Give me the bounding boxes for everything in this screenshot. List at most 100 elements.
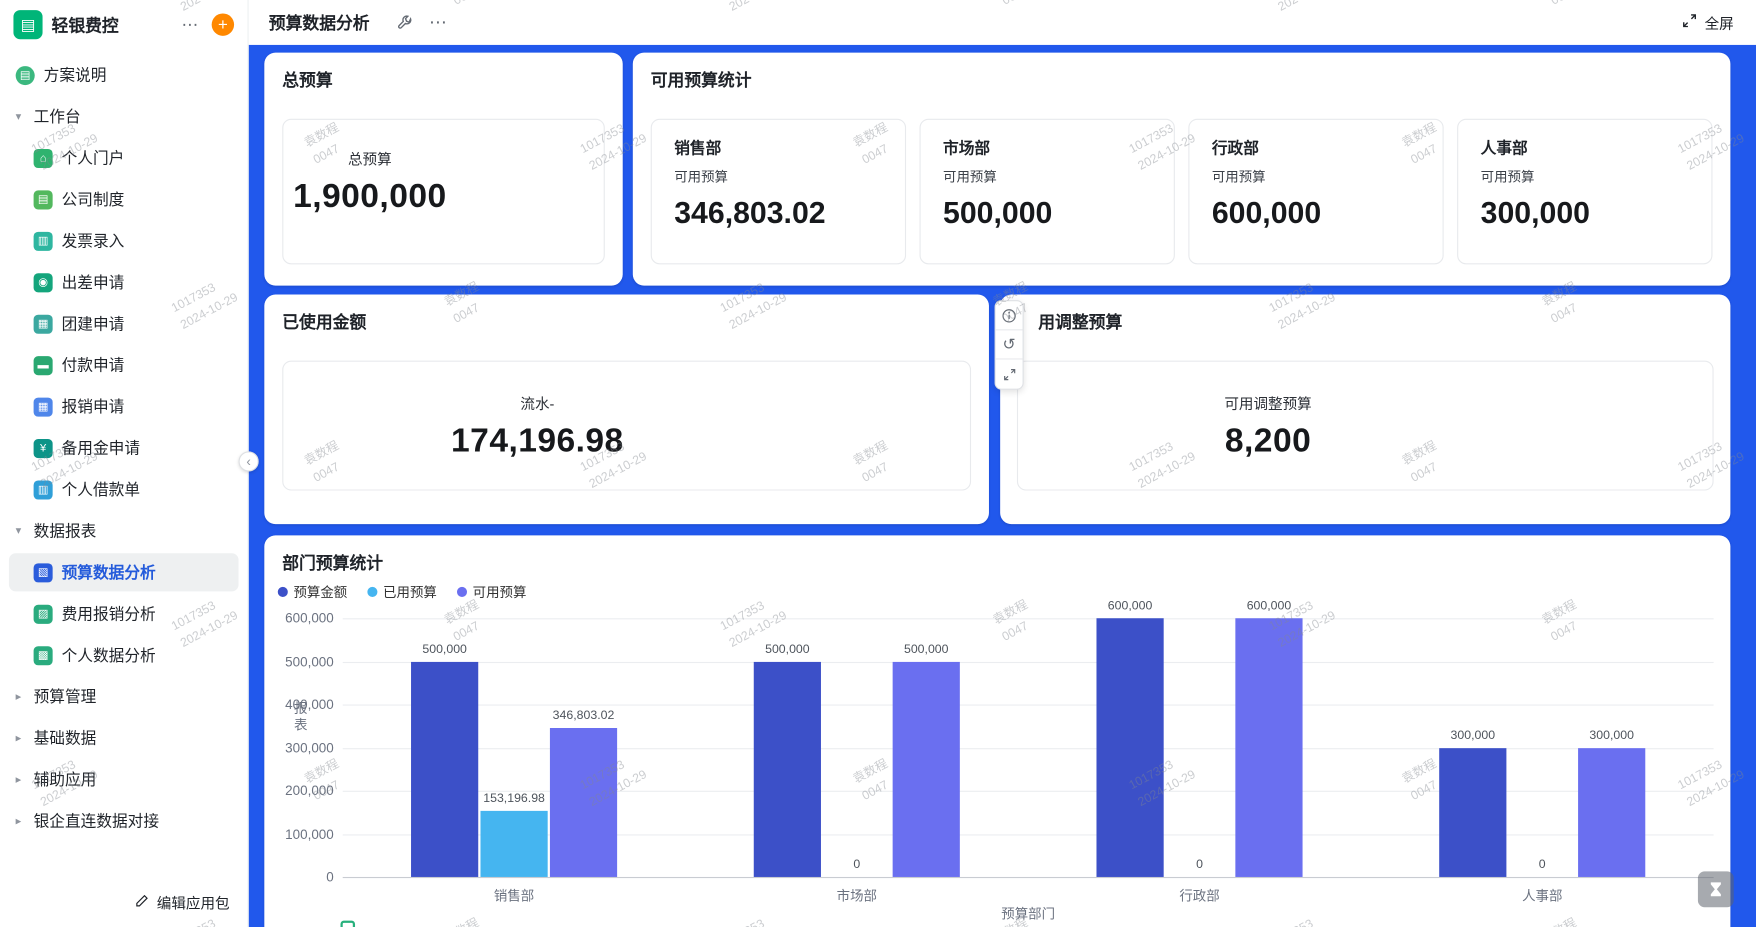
- x-category-label: 销售部: [493, 888, 535, 904]
- dept-name: 销售部: [674, 138, 722, 157]
- sidebar-item-label: 备用金申请: [61, 439, 140, 457]
- personal-analysis-icon: ▩: [33, 645, 53, 665]
- app-logo-icon: ▤: [13, 10, 43, 40]
- sidebar-item-label: 银企直连数据对接: [33, 812, 160, 830]
- fullscreen-label: 全屏: [1704, 15, 1734, 32]
- sidebar-item-label: 付款申请: [61, 356, 125, 375]
- legend-item[interactable]: 已用预算: [367, 582, 437, 601]
- sidebar-item-6[interactable]: ◉ 出差申请: [9, 263, 239, 301]
- bar-available-budget[interactable]: 300,000: [1578, 729, 1646, 877]
- bar-value-label: 500,000: [765, 642, 810, 656]
- sidebar-item-label: 出差申请: [61, 273, 125, 292]
- sidebar-item-label: 个人门户: [61, 148, 125, 167]
- sidebar-item-2[interactable]: ▾ 工作台: [9, 97, 239, 135]
- stat-label: 可用预算: [1480, 169, 1535, 185]
- sidebar-item-17[interactable]: ▸ 基础数据: [9, 719, 239, 757]
- bar-budget-amount[interactable]: 600,000: [1096, 599, 1164, 877]
- invoice-icon: ▥: [33, 231, 53, 251]
- sidebar-more-icon[interactable]: ⋯: [181, 15, 199, 35]
- sidebar-item-label: 团建申请: [61, 314, 125, 333]
- dashboard-content: 总预算 总预算 1,900,000 可用预算统计 销售部 可用预算 346,803.…: [248, 44, 1756, 927]
- bar-available-budget[interactable]: 346,803.02: [549, 708, 618, 877]
- hourglass-icon: [1710, 882, 1721, 897]
- sidebar-item-3[interactable]: ⌂ 个人门户: [9, 139, 239, 177]
- sidebar-item-label: 数据报表: [33, 521, 97, 540]
- sidebar-item-4[interactable]: ▤ 公司制度: [9, 180, 239, 218]
- sidebar-item-14[interactable]: ▨ 费用报销分析: [9, 595, 239, 633]
- stat-value: 8,200: [1224, 422, 1312, 460]
- sidebar-item-12[interactable]: ▾ 数据报表: [9, 512, 239, 550]
- sidebar-item-8[interactable]: ▬ 付款申请: [9, 346, 239, 384]
- bar-budget-amount[interactable]: 300,000: [1439, 729, 1507, 877]
- x-category-label: 行政部: [1179, 888, 1220, 904]
- y-tick-label: 0: [326, 869, 334, 885]
- sidebar-item-10[interactable]: ¥ 备用金申请: [9, 429, 239, 467]
- legend-item[interactable]: 可用预算: [456, 582, 526, 601]
- edit-app-package-label: 编辑应用包: [156, 894, 230, 912]
- x-category-label: 人事部: [1522, 888, 1563, 904]
- stat-block: 总预算 1,900,000: [293, 148, 447, 216]
- stat-label: 可用预算: [943, 169, 997, 185]
- used-amount-card: 已使用金额 流水- 174,196.98: [264, 294, 989, 525]
- sidebar-item-19[interactable]: ▸ 银企直连数据对接: [9, 802, 239, 840]
- partial-control[interactable]: [340, 920, 356, 927]
- sidebar-item-label: 发票录入: [61, 231, 125, 250]
- x-axis-categories: 销售部 市场部 行政部 人事部: [343, 886, 1714, 905]
- fullscreen-button[interactable]: 全屏: [1681, 12, 1734, 33]
- stat-value: 500,000: [943, 196, 1053, 230]
- sidebar-collapse-handle[interactable]: ‹: [238, 451, 259, 472]
- bar-budget-amount[interactable]: 500,000: [753, 642, 821, 877]
- y-axis-ticks: 600,000 500,000 400,000 300,000 200,000 100,0…: [264, 610, 334, 884]
- bar-budget-amount[interactable]: 500,000: [411, 642, 479, 877]
- bar-available-budget[interactable]: 500,000: [892, 642, 960, 877]
- sidebar-item-1[interactable]: ▤ 方案说明: [9, 56, 239, 94]
- sidebar-item-9[interactable]: ▦ 报销申请: [9, 388, 239, 426]
- chevron-right-icon: ▸: [15, 814, 22, 828]
- stat-panel: 总预算 1,900,000: [282, 118, 605, 265]
- expand-icon[interactable]: [996, 360, 1023, 389]
- bar-value-label: 600,000: [1246, 599, 1292, 613]
- sidebar-item-label: 个人借款单: [61, 480, 140, 499]
- more-options-icon[interactable]: ⋯: [428, 13, 447, 33]
- sidebar-item-11[interactable]: ▥ 个人借款单: [9, 470, 239, 508]
- sidebar-item-7[interactable]: ▦ 团建申请: [9, 305, 239, 343]
- dept-stat-card: 行政部 可用预算 600,000: [1188, 118, 1444, 265]
- refresh-icon[interactable]: ↺: [995, 330, 1023, 360]
- bar-used-budget[interactable]: 153,196.98: [480, 792, 548, 877]
- bar-value-label: 600,000: [1107, 599, 1153, 613]
- bar-group: 300,000 0 300,000: [1371, 618, 1714, 877]
- bar-group: 600,000 0 600,000: [1028, 599, 1371, 877]
- widget-toolbar: ↺: [994, 300, 1024, 390]
- chart-legend: 预算金额 已用预算 可用预算: [277, 582, 526, 601]
- sidebar-item-15[interactable]: ▩ 个人数据分析: [9, 636, 239, 674]
- budget-analysis-icon: ▧: [33, 562, 53, 582]
- gridline: [342, 747, 1714, 749]
- bar-group: 500,000 0 500,000: [685, 618, 1028, 877]
- dept-name: 行政部: [1211, 138, 1259, 157]
- sidebar-item-label: 工作台: [33, 107, 81, 126]
- card-title: 部门预算统计: [282, 554, 384, 574]
- sidebar-item-label: 报销申请: [61, 397, 125, 416]
- stat-value: 1,900,000: [293, 178, 447, 216]
- sidebar-item-13[interactable]: ▧ 预算数据分析: [8, 553, 239, 592]
- edit-app-package-button[interactable]: 编辑应用包: [0, 876, 248, 927]
- sidebar-item-5[interactable]: ▥ 发票录入: [9, 222, 239, 260]
- y-tick-label: 200,000: [285, 782, 334, 799]
- app-name: 轻银费控: [51, 16, 119, 36]
- add-button[interactable]: +: [211, 13, 235, 36]
- sidebar-item-16[interactable]: ▸ 预算管理: [9, 678, 239, 716]
- loading-hourglass-button[interactable]: [1697, 871, 1734, 908]
- info-icon[interactable]: [995, 301, 1023, 331]
- dept-name: 人事部: [1480, 138, 1528, 157]
- stat-panel: 可用调整预算 8,200: [1016, 360, 1714, 491]
- stat-label: 可用调整预算: [1224, 395, 1312, 413]
- legend-item[interactable]: 预算金额: [277, 582, 347, 601]
- chevron-right-icon: ▸: [15, 773, 22, 786]
- bar-available-budget[interactable]: 600,000: [1235, 599, 1303, 877]
- bar-value-label: 500,000: [903, 642, 949, 656]
- chevron-right-icon: ▸: [15, 690, 22, 703]
- stat-value: 174,196.98: [451, 422, 624, 460]
- sidebar-item-label: 预算数据分析: [61, 563, 156, 582]
- wrench-icon[interactable]: [396, 14, 413, 31]
- sidebar-item-18[interactable]: ▸ 辅助应用: [9, 760, 239, 798]
